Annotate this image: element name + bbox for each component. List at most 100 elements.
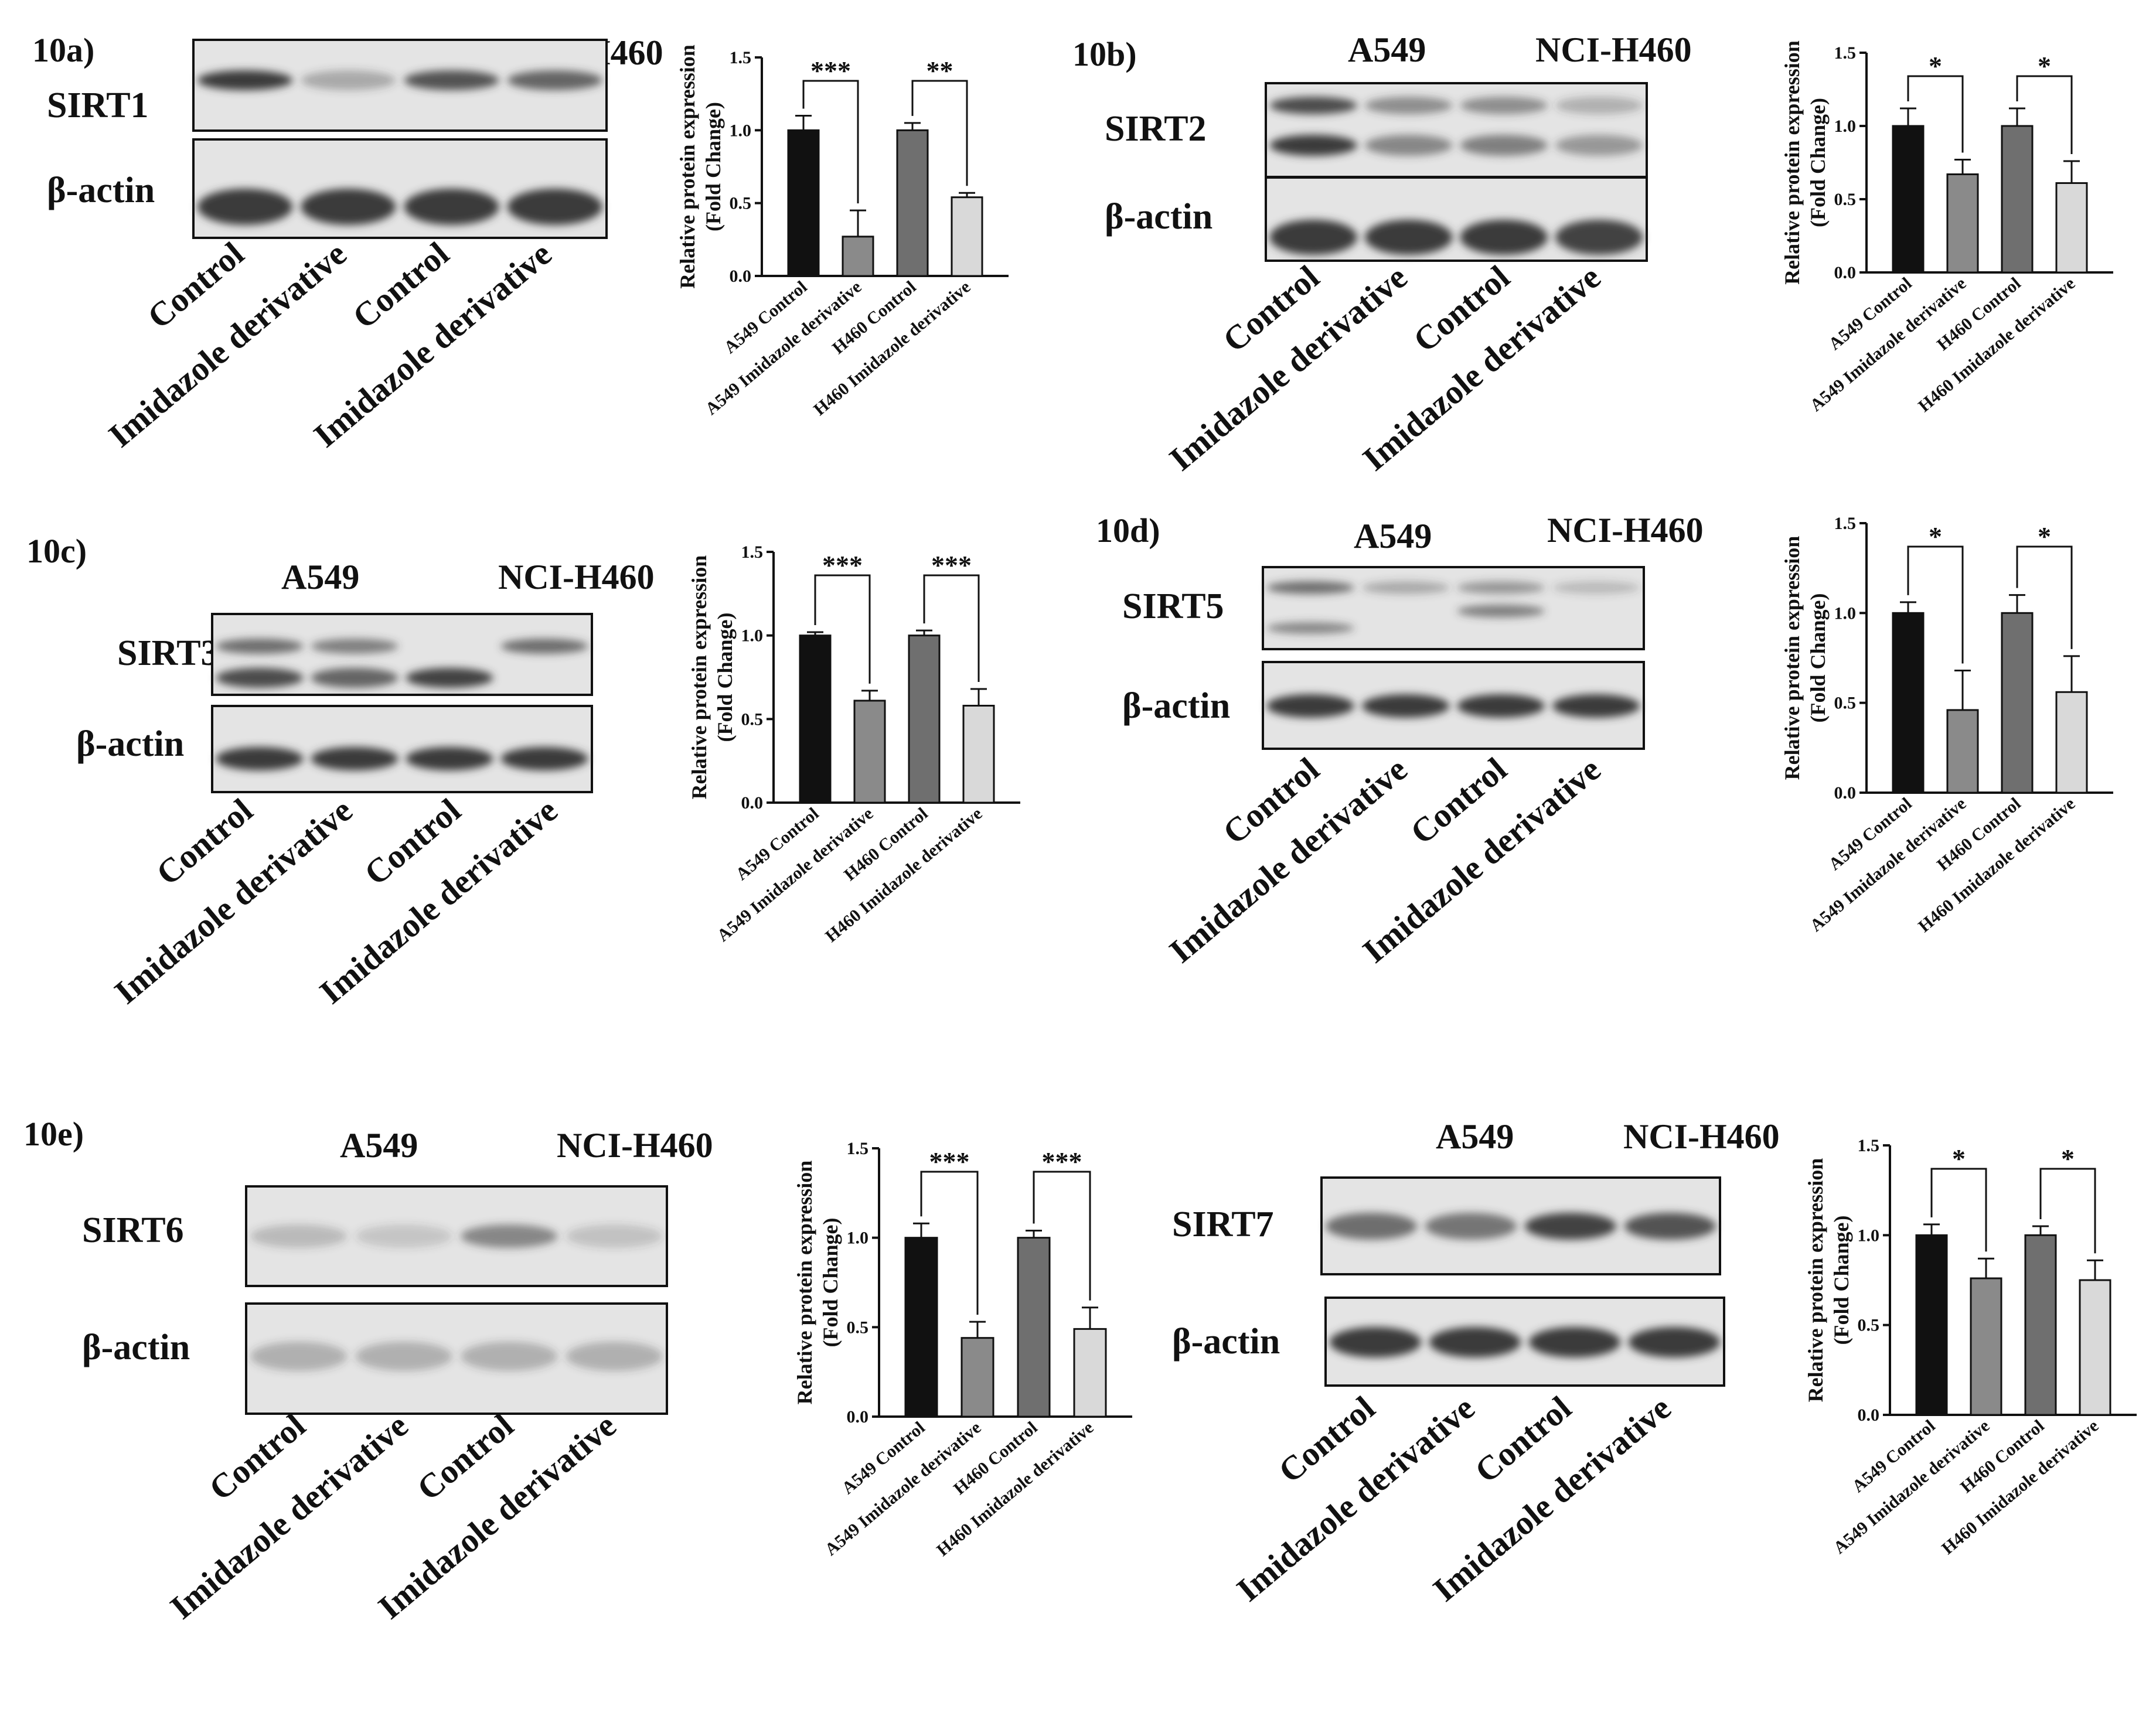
band xyxy=(566,1342,663,1371)
cell-line-label: NCI-H460 xyxy=(1547,511,1704,550)
significance-label: *** xyxy=(1042,1147,1082,1176)
protein-label: SIRT2 xyxy=(1105,109,1207,149)
band-group xyxy=(197,70,602,90)
bar xyxy=(1892,125,1925,274)
bar xyxy=(896,129,929,277)
band xyxy=(250,1342,348,1371)
y-tick-label: 0.5 xyxy=(847,1318,869,1337)
bar-chart-5: 0.0 0.5 1.0 1.5 Relative protein expression(… xyxy=(793,1139,1132,1560)
blot-loading xyxy=(1324,1297,1725,1387)
significance-label: *** xyxy=(822,550,863,580)
bar-chart-1: 0.0 0.5 1.0 1.5 Relative protein expression(… xyxy=(676,45,1009,419)
band-group xyxy=(250,1342,663,1371)
band-group xyxy=(1269,97,1643,156)
y-axis-label: Relative protein expression xyxy=(1780,536,1804,780)
cell-line-label: NCI-H460 xyxy=(1623,1117,1780,1156)
bar xyxy=(1970,1277,2002,1416)
blot-loading xyxy=(245,1302,668,1415)
bar xyxy=(904,1237,938,1418)
blot-frame xyxy=(1262,566,1645,650)
significance-label: *** xyxy=(931,550,972,580)
band xyxy=(1429,1327,1521,1357)
band-group xyxy=(216,639,588,688)
cell-line-label: A549 xyxy=(1354,517,1432,555)
band xyxy=(355,1224,452,1248)
band xyxy=(1266,622,1354,634)
significance-label: * xyxy=(2038,521,2051,551)
band-group xyxy=(216,747,588,770)
bar-chart-6: 0.0 0.5 1.0 1.5 Relative protein expression(… xyxy=(1804,1136,2137,1558)
band xyxy=(1555,135,1643,156)
bar xyxy=(2024,1234,2057,1416)
band xyxy=(1269,97,1357,114)
band xyxy=(1269,135,1357,156)
blot-target xyxy=(1320,1176,1721,1275)
y-axis-label: (Fold Change) xyxy=(701,102,725,231)
band xyxy=(1425,1213,1517,1240)
blot-loading xyxy=(1262,661,1645,750)
bar xyxy=(2055,691,2088,794)
band xyxy=(311,747,398,770)
y-axis-label: (Fold Change) xyxy=(1830,1215,1853,1345)
y-axis-label: (Fold Change) xyxy=(819,1217,842,1347)
panel-label: 10e) xyxy=(23,1115,84,1153)
loading-control-label: β-actin xyxy=(82,1328,190,1367)
band xyxy=(1524,1213,1617,1240)
bar xyxy=(961,1337,994,1418)
band xyxy=(406,747,493,770)
significance-label: *** xyxy=(810,56,851,86)
significance-bracket xyxy=(2039,1168,2096,1254)
cell-line-label: NCI-H460 xyxy=(1535,30,1692,69)
bar xyxy=(2055,182,2088,274)
band xyxy=(1552,694,1640,718)
band-group xyxy=(1269,220,1643,255)
y-axis-label: (Fold Change) xyxy=(1806,98,1830,227)
bar xyxy=(1017,1237,1051,1418)
band-group xyxy=(197,189,602,225)
panel-label: 10c) xyxy=(26,532,87,570)
band xyxy=(1552,581,1640,594)
band xyxy=(1555,220,1643,255)
loading-control-label: β-actin xyxy=(47,170,155,210)
y-axis-label: Relative protein expression xyxy=(1780,40,1804,285)
protein-label: SIRT7 xyxy=(1172,1205,1274,1244)
blot-target xyxy=(192,39,608,132)
bar xyxy=(853,700,886,804)
y-axis-label: (Fold Change) xyxy=(713,612,737,742)
cell-line-label: NCI-H460 xyxy=(498,558,655,596)
y-tick-label: 1.5 xyxy=(730,48,752,67)
y-tick-label: 1.0 xyxy=(847,1229,869,1248)
cell-line-label: A549 xyxy=(340,1126,418,1165)
band xyxy=(1362,694,1450,718)
bar-chart-2: 0.0 0.5 1.0 1.5 Relative protein expression(… xyxy=(1780,40,2113,416)
y-axis-label: Relative protein expression xyxy=(687,555,711,800)
band-group xyxy=(1266,694,1640,718)
significance-bracket xyxy=(923,574,980,682)
significance-bracket xyxy=(1930,1168,1987,1252)
band xyxy=(1329,1327,1422,1357)
protein-label: SIRT3 xyxy=(117,633,219,673)
y-tick-label: 1.0 xyxy=(1858,1226,1880,1245)
y-tick-label: 1.5 xyxy=(1834,514,1857,533)
y-tick-label: 0.5 xyxy=(741,709,764,729)
significance-bracket xyxy=(1907,75,1964,153)
significance-label: * xyxy=(1929,521,1942,551)
band xyxy=(1266,581,1354,594)
y-tick-label: 1.0 xyxy=(1834,117,1857,136)
bar xyxy=(2079,1279,2111,1416)
band xyxy=(216,747,304,770)
y-tick-label: 0.5 xyxy=(1834,190,1857,209)
y-tick-label: 0.0 xyxy=(741,793,764,813)
band xyxy=(1266,694,1354,718)
band xyxy=(1555,97,1643,114)
band xyxy=(404,70,499,90)
y-tick-label: 1.0 xyxy=(1834,603,1857,623)
y-tick-label: 1.0 xyxy=(730,121,752,140)
bar xyxy=(842,236,874,277)
significance-bracket xyxy=(814,574,871,684)
y-axis-label: Relative protein expression xyxy=(1804,1158,1827,1403)
y-tick-label: 0.0 xyxy=(1834,783,1857,803)
significance-bracket xyxy=(1907,545,1964,664)
band xyxy=(1457,581,1545,594)
protein-label: SIRT5 xyxy=(1122,586,1224,626)
